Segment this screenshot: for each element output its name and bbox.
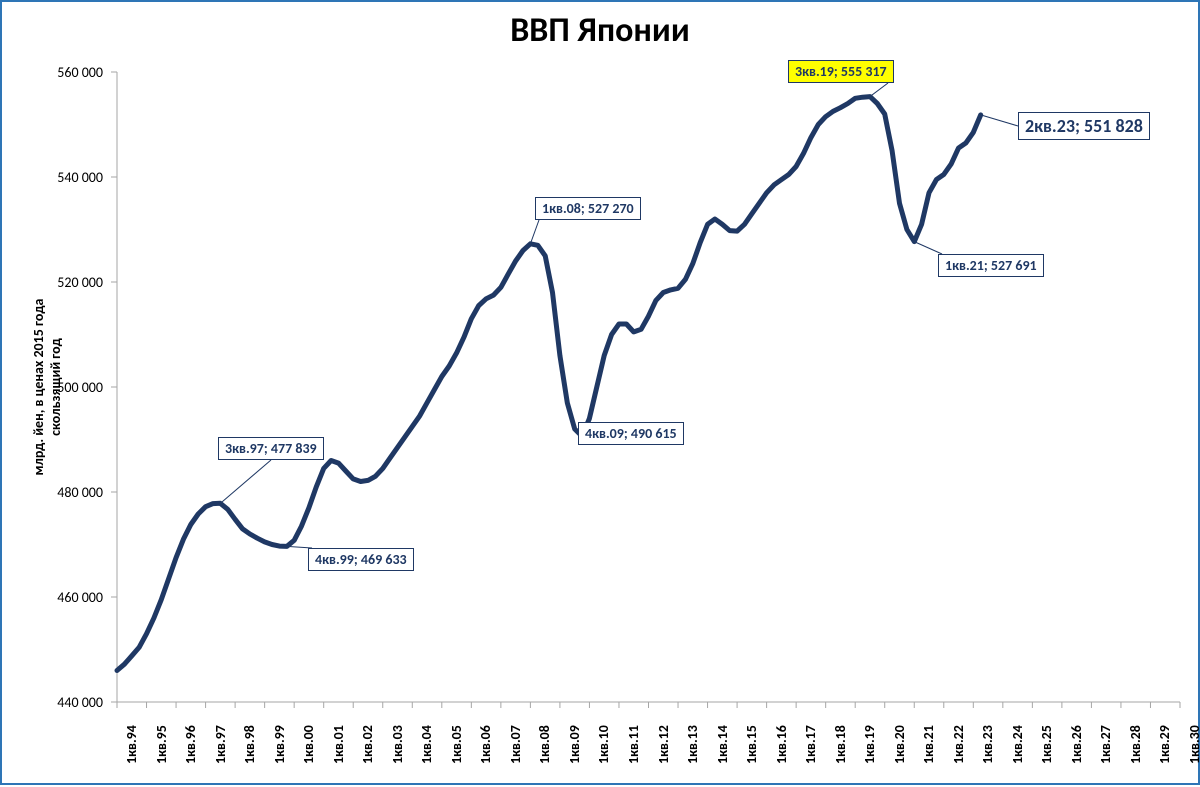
callout-c19: 3кв.19; 555 317 [788,60,894,83]
x-tick-label: 1кв.04 [418,725,435,764]
x-tick-label: 1кв.17 [802,725,819,764]
callout-c99: 4кв.99; 469 633 [308,548,414,571]
x-tick-label: 1кв.09 [566,725,583,764]
x-tick-label: 1кв.23 [979,725,996,764]
x-tick-label: 1кв.16 [773,725,790,764]
x-tick-label: 1кв.10 [595,725,612,764]
y-tick-label: 560 000 [57,64,103,81]
y-tick-label: 440 000 [57,694,103,711]
callout-c09: 4кв.09; 490 615 [578,422,684,445]
x-tick-label: 1кв.00 [300,725,317,764]
x-tick-label: 1кв.22 [950,725,967,764]
x-tick-label: 1кв.08 [536,725,553,764]
x-tick-label: 1кв.21 [920,725,937,764]
x-tick-label: 1кв.26 [1068,725,1085,764]
x-tick-label: 1кв.28 [1127,725,1144,764]
x-tick-label: 1кв.27 [1097,725,1114,764]
callout-c08: 1кв.08; 527 270 [535,197,641,220]
x-tick-label: 1кв.03 [389,725,406,764]
chart-frame: ВВП Японии млрд. йен, в ценах 2015 года … [0,0,1200,785]
x-tick-label: 1кв.13 [684,725,701,764]
x-tick-label: 1кв.12 [655,725,672,764]
x-tick-label: 1кв.97 [212,725,229,764]
x-tick-label: 1кв.96 [182,725,199,764]
x-tick-label: 1кв.95 [153,725,170,764]
y-tick-label: 500 000 [57,379,103,396]
callout-c97: 3кв.97; 477 839 [218,437,324,460]
x-tick-label: 1кв.25 [1038,725,1055,764]
x-tick-label: 1кв.18 [832,725,849,764]
x-tick-label: 1кв.94 [123,725,140,764]
x-tick-label: 1кв.20 [891,725,908,764]
x-tick-label: 1кв.11 [625,725,642,764]
x-tick-label: 1кв.06 [477,725,494,764]
y-tick-label: 520 000 [57,274,103,291]
y-tick-label: 540 000 [57,169,103,186]
x-tick-label: 1кв.14 [714,725,731,764]
x-tick-label: 1кв.30 [1186,725,1200,764]
x-tick-label: 1кв.02 [359,725,376,764]
x-tick-label: 1кв.29 [1156,725,1173,764]
x-tick-label: 1кв.99 [271,725,288,764]
x-tick-label: 1кв.98 [241,725,258,764]
y-tick-label: 460 000 [57,589,103,606]
x-tick-label: 1кв.07 [507,725,524,764]
x-tick-label: 1кв.01 [330,725,347,764]
callout-c23: 2кв.23; 551 828 [1018,112,1150,140]
x-tick-label: 1кв.15 [743,725,760,764]
y-tick-label: 480 000 [57,484,103,501]
x-tick-label: 1кв.05 [448,725,465,764]
x-tick-label: 1кв.24 [1009,725,1026,764]
callout-c21: 1кв.21; 527 691 [938,254,1044,277]
x-tick-label: 1кв.19 [861,725,878,764]
